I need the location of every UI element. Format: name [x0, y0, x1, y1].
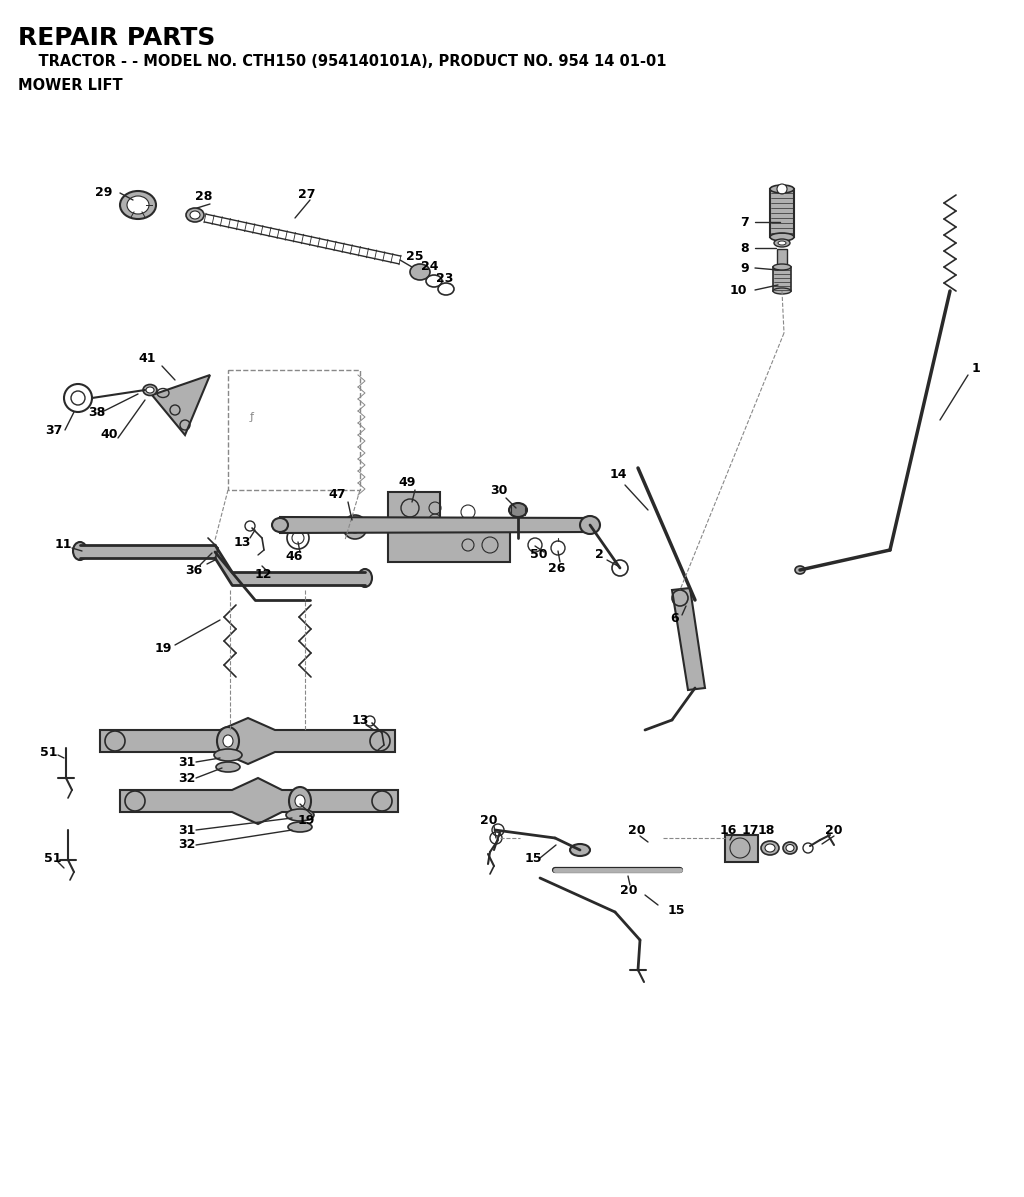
Ellipse shape	[295, 795, 305, 807]
Polygon shape	[152, 375, 210, 435]
Ellipse shape	[143, 384, 157, 395]
Polygon shape	[773, 267, 791, 291]
Text: 28: 28	[195, 189, 212, 202]
Text: 1: 1	[972, 361, 981, 375]
Text: 51: 51	[44, 851, 61, 864]
Text: 20: 20	[628, 824, 645, 837]
Ellipse shape	[289, 786, 311, 815]
Text: ƒ: ƒ	[250, 412, 254, 423]
Ellipse shape	[286, 809, 314, 821]
Text: 50: 50	[530, 548, 548, 561]
Ellipse shape	[770, 186, 794, 193]
Text: 32: 32	[178, 839, 196, 851]
Ellipse shape	[186, 208, 204, 221]
Ellipse shape	[190, 211, 200, 219]
Circle shape	[777, 184, 787, 194]
Polygon shape	[100, 718, 395, 764]
Text: 36: 36	[185, 564, 203, 577]
Text: 15: 15	[525, 851, 543, 864]
Ellipse shape	[761, 841, 779, 855]
Ellipse shape	[216, 762, 240, 772]
Ellipse shape	[795, 566, 805, 575]
Text: 19: 19	[155, 642, 172, 655]
Text: 37: 37	[45, 424, 62, 437]
Text: 27: 27	[298, 188, 315, 201]
Polygon shape	[120, 778, 398, 824]
Text: 25: 25	[406, 249, 424, 262]
Text: 31: 31	[178, 755, 196, 768]
Ellipse shape	[127, 196, 150, 214]
Ellipse shape	[223, 735, 233, 747]
Text: 41: 41	[138, 352, 156, 365]
Ellipse shape	[358, 569, 372, 587]
Polygon shape	[725, 836, 758, 862]
Ellipse shape	[272, 518, 288, 531]
Text: 32: 32	[178, 772, 196, 784]
Text: 13: 13	[352, 713, 370, 727]
Text: 51: 51	[40, 747, 57, 760]
Text: 30: 30	[490, 484, 507, 497]
Ellipse shape	[509, 503, 527, 517]
Polygon shape	[672, 588, 705, 689]
Ellipse shape	[410, 265, 430, 280]
Circle shape	[349, 521, 361, 533]
Ellipse shape	[120, 192, 156, 219]
Text: 49: 49	[398, 475, 416, 488]
Text: REPAIR PARTS: REPAIR PARTS	[18, 26, 215, 50]
Text: 15: 15	[668, 904, 685, 917]
Text: 40: 40	[100, 429, 118, 442]
Text: 10: 10	[730, 284, 748, 297]
Ellipse shape	[778, 241, 786, 245]
Text: 29: 29	[95, 187, 113, 200]
Text: 20: 20	[825, 824, 843, 837]
Ellipse shape	[773, 288, 791, 294]
Text: 13: 13	[234, 536, 251, 549]
Ellipse shape	[765, 844, 775, 852]
Ellipse shape	[217, 727, 239, 755]
Text: 2: 2	[595, 548, 604, 561]
Text: MOWER LIFT: MOWER LIFT	[18, 78, 123, 92]
Ellipse shape	[783, 841, 797, 853]
Polygon shape	[280, 517, 590, 533]
Text: 38: 38	[88, 406, 105, 419]
Text: 11: 11	[55, 539, 73, 552]
Text: 31: 31	[178, 824, 196, 837]
Ellipse shape	[580, 516, 600, 534]
Ellipse shape	[570, 844, 590, 856]
Text: 20: 20	[620, 883, 638, 897]
Ellipse shape	[770, 233, 794, 241]
Polygon shape	[388, 492, 510, 563]
Ellipse shape	[774, 239, 790, 247]
Polygon shape	[777, 249, 787, 265]
Ellipse shape	[288, 822, 312, 832]
Ellipse shape	[146, 387, 154, 393]
Text: 20: 20	[480, 814, 498, 826]
Text: 23: 23	[436, 272, 454, 285]
Text: 6: 6	[670, 612, 679, 625]
Text: TRACTOR - - MODEL NO. CTH150 (954140101A), PRODUCT NO. 954 14 01-01: TRACTOR - - MODEL NO. CTH150 (954140101A…	[18, 55, 667, 69]
Text: 19: 19	[298, 814, 315, 826]
Text: 24: 24	[421, 261, 438, 273]
Text: 46: 46	[285, 551, 302, 564]
Text: 16: 16	[720, 824, 737, 837]
Text: 7: 7	[740, 215, 749, 229]
Text: 12: 12	[255, 569, 272, 582]
Text: 18: 18	[758, 824, 775, 837]
Ellipse shape	[73, 542, 87, 560]
Ellipse shape	[786, 845, 794, 851]
Text: 14: 14	[610, 468, 628, 481]
Text: 17: 17	[742, 824, 760, 837]
Polygon shape	[80, 545, 365, 585]
Ellipse shape	[214, 749, 242, 761]
Polygon shape	[770, 189, 794, 237]
Text: 47: 47	[328, 488, 345, 502]
Text: 9: 9	[740, 261, 749, 274]
Circle shape	[343, 515, 367, 539]
Text: 8: 8	[740, 242, 749, 255]
Ellipse shape	[773, 265, 791, 271]
Text: 26: 26	[548, 561, 565, 575]
